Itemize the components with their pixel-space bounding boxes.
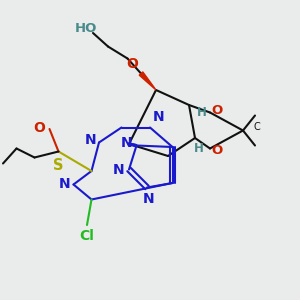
Text: O: O — [33, 121, 45, 134]
Text: N: N — [84, 133, 96, 147]
Text: O: O — [126, 56, 138, 70]
Text: O: O — [212, 143, 223, 157]
Text: N: N — [143, 192, 154, 206]
Text: H: H — [194, 142, 203, 155]
Text: N: N — [153, 110, 165, 124]
Text: O: O — [212, 104, 223, 118]
Text: Cl: Cl — [80, 230, 94, 244]
Text: C: C — [254, 122, 260, 133]
Text: HO: HO — [74, 22, 97, 35]
Polygon shape — [139, 72, 156, 90]
Text: H: H — [196, 106, 206, 119]
Text: S: S — [53, 158, 64, 172]
Text: N: N — [59, 178, 70, 191]
Text: N: N — [113, 163, 124, 176]
Text: N: N — [120, 136, 132, 150]
